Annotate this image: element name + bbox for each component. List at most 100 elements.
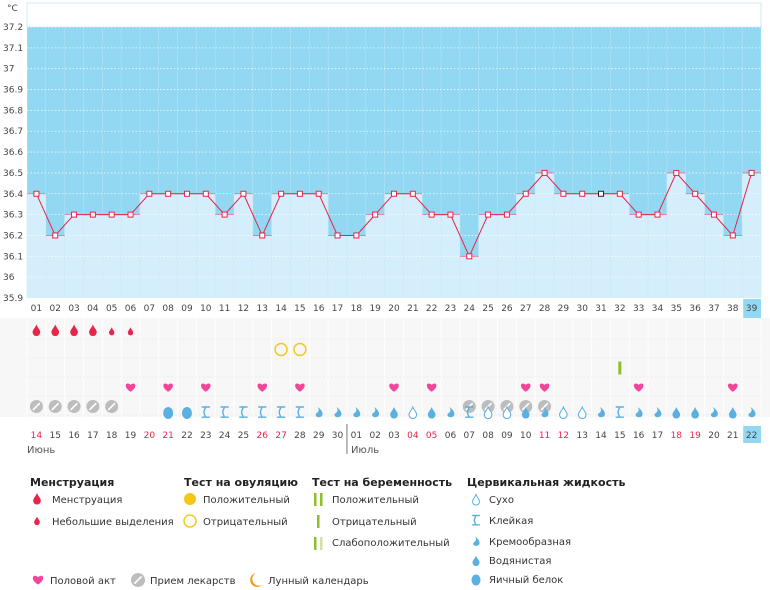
- cycle-day-label[interactable]: 07: [144, 304, 155, 314]
- calendar-date-label[interactable]: 19: [689, 431, 701, 441]
- cycle-day-label[interactable]: 05: [106, 304, 117, 314]
- temperature-point[interactable]: [616, 190, 623, 197]
- temperature-point[interactable]: [296, 190, 303, 197]
- cycle-day-label[interactable]: 12: [238, 304, 249, 314]
- calendar-date-label[interactable]: 07: [464, 431, 475, 441]
- calendar-date-label[interactable]: 05: [426, 431, 437, 441]
- calendar-date-label[interactable]: 15: [50, 431, 61, 441]
- cycle-day-label[interactable]: 39: [746, 304, 758, 314]
- temperature-point[interactable]: [353, 232, 360, 239]
- calendar-date-label[interactable]: 29: [313, 431, 325, 441]
- calendar-date-label[interactable]: 12: [558, 431, 569, 441]
- calendar-date-label[interactable]: 19: [125, 431, 137, 441]
- temperature-point[interactable]: [560, 190, 567, 197]
- temperature-point[interactable]: [71, 211, 78, 218]
- temperature-point[interactable]: [503, 211, 510, 218]
- cycle-day-label[interactable]: 09: [181, 304, 193, 314]
- calendar-date-label[interactable]: 02: [369, 431, 380, 441]
- cycle-day-label[interactable]: 06: [125, 304, 137, 314]
- temperature-point[interactable]: [33, 190, 40, 197]
- calendar-date-label[interactable]: 17: [87, 431, 98, 441]
- temperature-point[interactable]: [485, 211, 492, 218]
- temperature-point[interactable]: [654, 211, 661, 218]
- calendar-date-label[interactable]: 22: [746, 431, 757, 441]
- temperature-point[interactable]: [409, 190, 416, 197]
- calendar-date-label[interactable]: 17: [652, 431, 663, 441]
- calendar-date-label[interactable]: 24: [219, 431, 231, 441]
- cycle-day-label[interactable]: 20: [388, 304, 400, 314]
- cycle-day-label[interactable]: 27: [520, 304, 531, 314]
- calendar-date-label[interactable]: 09: [501, 431, 513, 441]
- temperature-point[interactable]: [635, 211, 642, 218]
- temperature-point[interactable]: [579, 190, 586, 197]
- calendar-date-label[interactable]: 04: [407, 431, 419, 441]
- cycle-day-label[interactable]: 26: [501, 304, 513, 314]
- calendar-date-label[interactable]: 14: [595, 431, 607, 441]
- calendar-date-label[interactable]: 25: [238, 431, 249, 441]
- cycle-day-label[interactable]: 02: [50, 304, 61, 314]
- cycle-day-label[interactable]: 24: [464, 304, 476, 314]
- calendar-date-label[interactable]: 23: [200, 431, 211, 441]
- temperature-point[interactable]: [278, 190, 285, 197]
- cycle-day-label[interactable]: 18: [351, 304, 363, 314]
- temperature-point[interactable]: [372, 211, 379, 218]
- calendar-date-label[interactable]: 22: [181, 431, 192, 441]
- temperature-point[interactable]: [692, 190, 699, 197]
- cycle-day-label[interactable]: 03: [68, 304, 79, 314]
- temperature-point[interactable]: [710, 211, 717, 218]
- temperature-point[interactable]: [108, 211, 115, 218]
- temperature-point[interactable]: [202, 190, 209, 197]
- cycle-day-label[interactable]: 28: [539, 304, 551, 314]
- calendar-date-label[interactable]: 08: [482, 431, 494, 441]
- cycle-day-label[interactable]: 15: [294, 304, 305, 314]
- cycle-day-label[interactable]: 37: [708, 304, 719, 314]
- cycle-day-label[interactable]: 34: [652, 304, 664, 314]
- calendar-date-label[interactable]: 20: [708, 431, 720, 441]
- calendar-date-label[interactable]: 15: [614, 431, 625, 441]
- temperature-point[interactable]: [541, 169, 548, 176]
- calendar-date-label[interactable]: 27: [275, 431, 286, 441]
- temperature-point[interactable]: [89, 211, 96, 218]
- calendar-date-label[interactable]: 13: [576, 431, 587, 441]
- calendar-date-label[interactable]: 18: [671, 431, 683, 441]
- calendar-date-label[interactable]: 26: [257, 431, 269, 441]
- cycle-day-label[interactable]: 11: [219, 304, 230, 314]
- cycle-day-label[interactable]: 14: [275, 304, 287, 314]
- cycle-day-label[interactable]: 13: [257, 304, 268, 314]
- temperature-point[interactable]: [165, 190, 172, 197]
- temperature-point[interactable]: [748, 169, 755, 176]
- cycle-day-label[interactable]: 19: [369, 304, 381, 314]
- cycle-day-label[interactable]: 36: [689, 304, 701, 314]
- cycle-day-label[interactable]: 04: [87, 304, 99, 314]
- temperature-point[interactable]: [127, 211, 134, 218]
- calendar-date-label[interactable]: 28: [294, 431, 306, 441]
- cycle-day-label[interactable]: 17: [332, 304, 343, 314]
- temperature-point[interactable]: [146, 190, 153, 197]
- calendar-date-label[interactable]: 14: [31, 431, 43, 441]
- temperature-point[interactable]: [447, 211, 454, 218]
- calendar-date-label[interactable]: 11: [539, 431, 550, 441]
- cycle-day-label[interactable]: 33: [633, 304, 644, 314]
- cycle-day-label[interactable]: 25: [482, 304, 493, 314]
- temperature-point[interactable]: [673, 169, 680, 176]
- calendar-date-label[interactable]: 21: [162, 431, 173, 441]
- calendar-date-label[interactable]: 10: [520, 431, 532, 441]
- calendar-date-label[interactable]: 18: [106, 431, 118, 441]
- calendar-date-label[interactable]: 30: [332, 431, 344, 441]
- cycle-day-label[interactable]: 01: [31, 304, 42, 314]
- temperature-point[interactable]: [428, 211, 435, 218]
- cycle-day-label[interactable]: 23: [445, 304, 456, 314]
- calendar-date-label[interactable]: 06: [445, 431, 457, 441]
- calendar-date-label[interactable]: 16: [633, 431, 645, 441]
- cycle-day-label[interactable]: 32: [614, 304, 625, 314]
- temperature-point[interactable]: [315, 190, 322, 197]
- cycle-day-label[interactable]: 22: [426, 304, 437, 314]
- calendar-date-label[interactable]: 20: [144, 431, 156, 441]
- temperature-point[interactable]: [259, 232, 266, 239]
- temperature-point[interactable]: [334, 232, 341, 239]
- cycle-day-label[interactable]: 21: [407, 304, 418, 314]
- temperature-point[interactable]: [183, 190, 190, 197]
- cycle-day-label[interactable]: 29: [558, 304, 570, 314]
- calendar-date-label[interactable]: 16: [68, 431, 80, 441]
- temperature-point[interactable]: [522, 190, 529, 197]
